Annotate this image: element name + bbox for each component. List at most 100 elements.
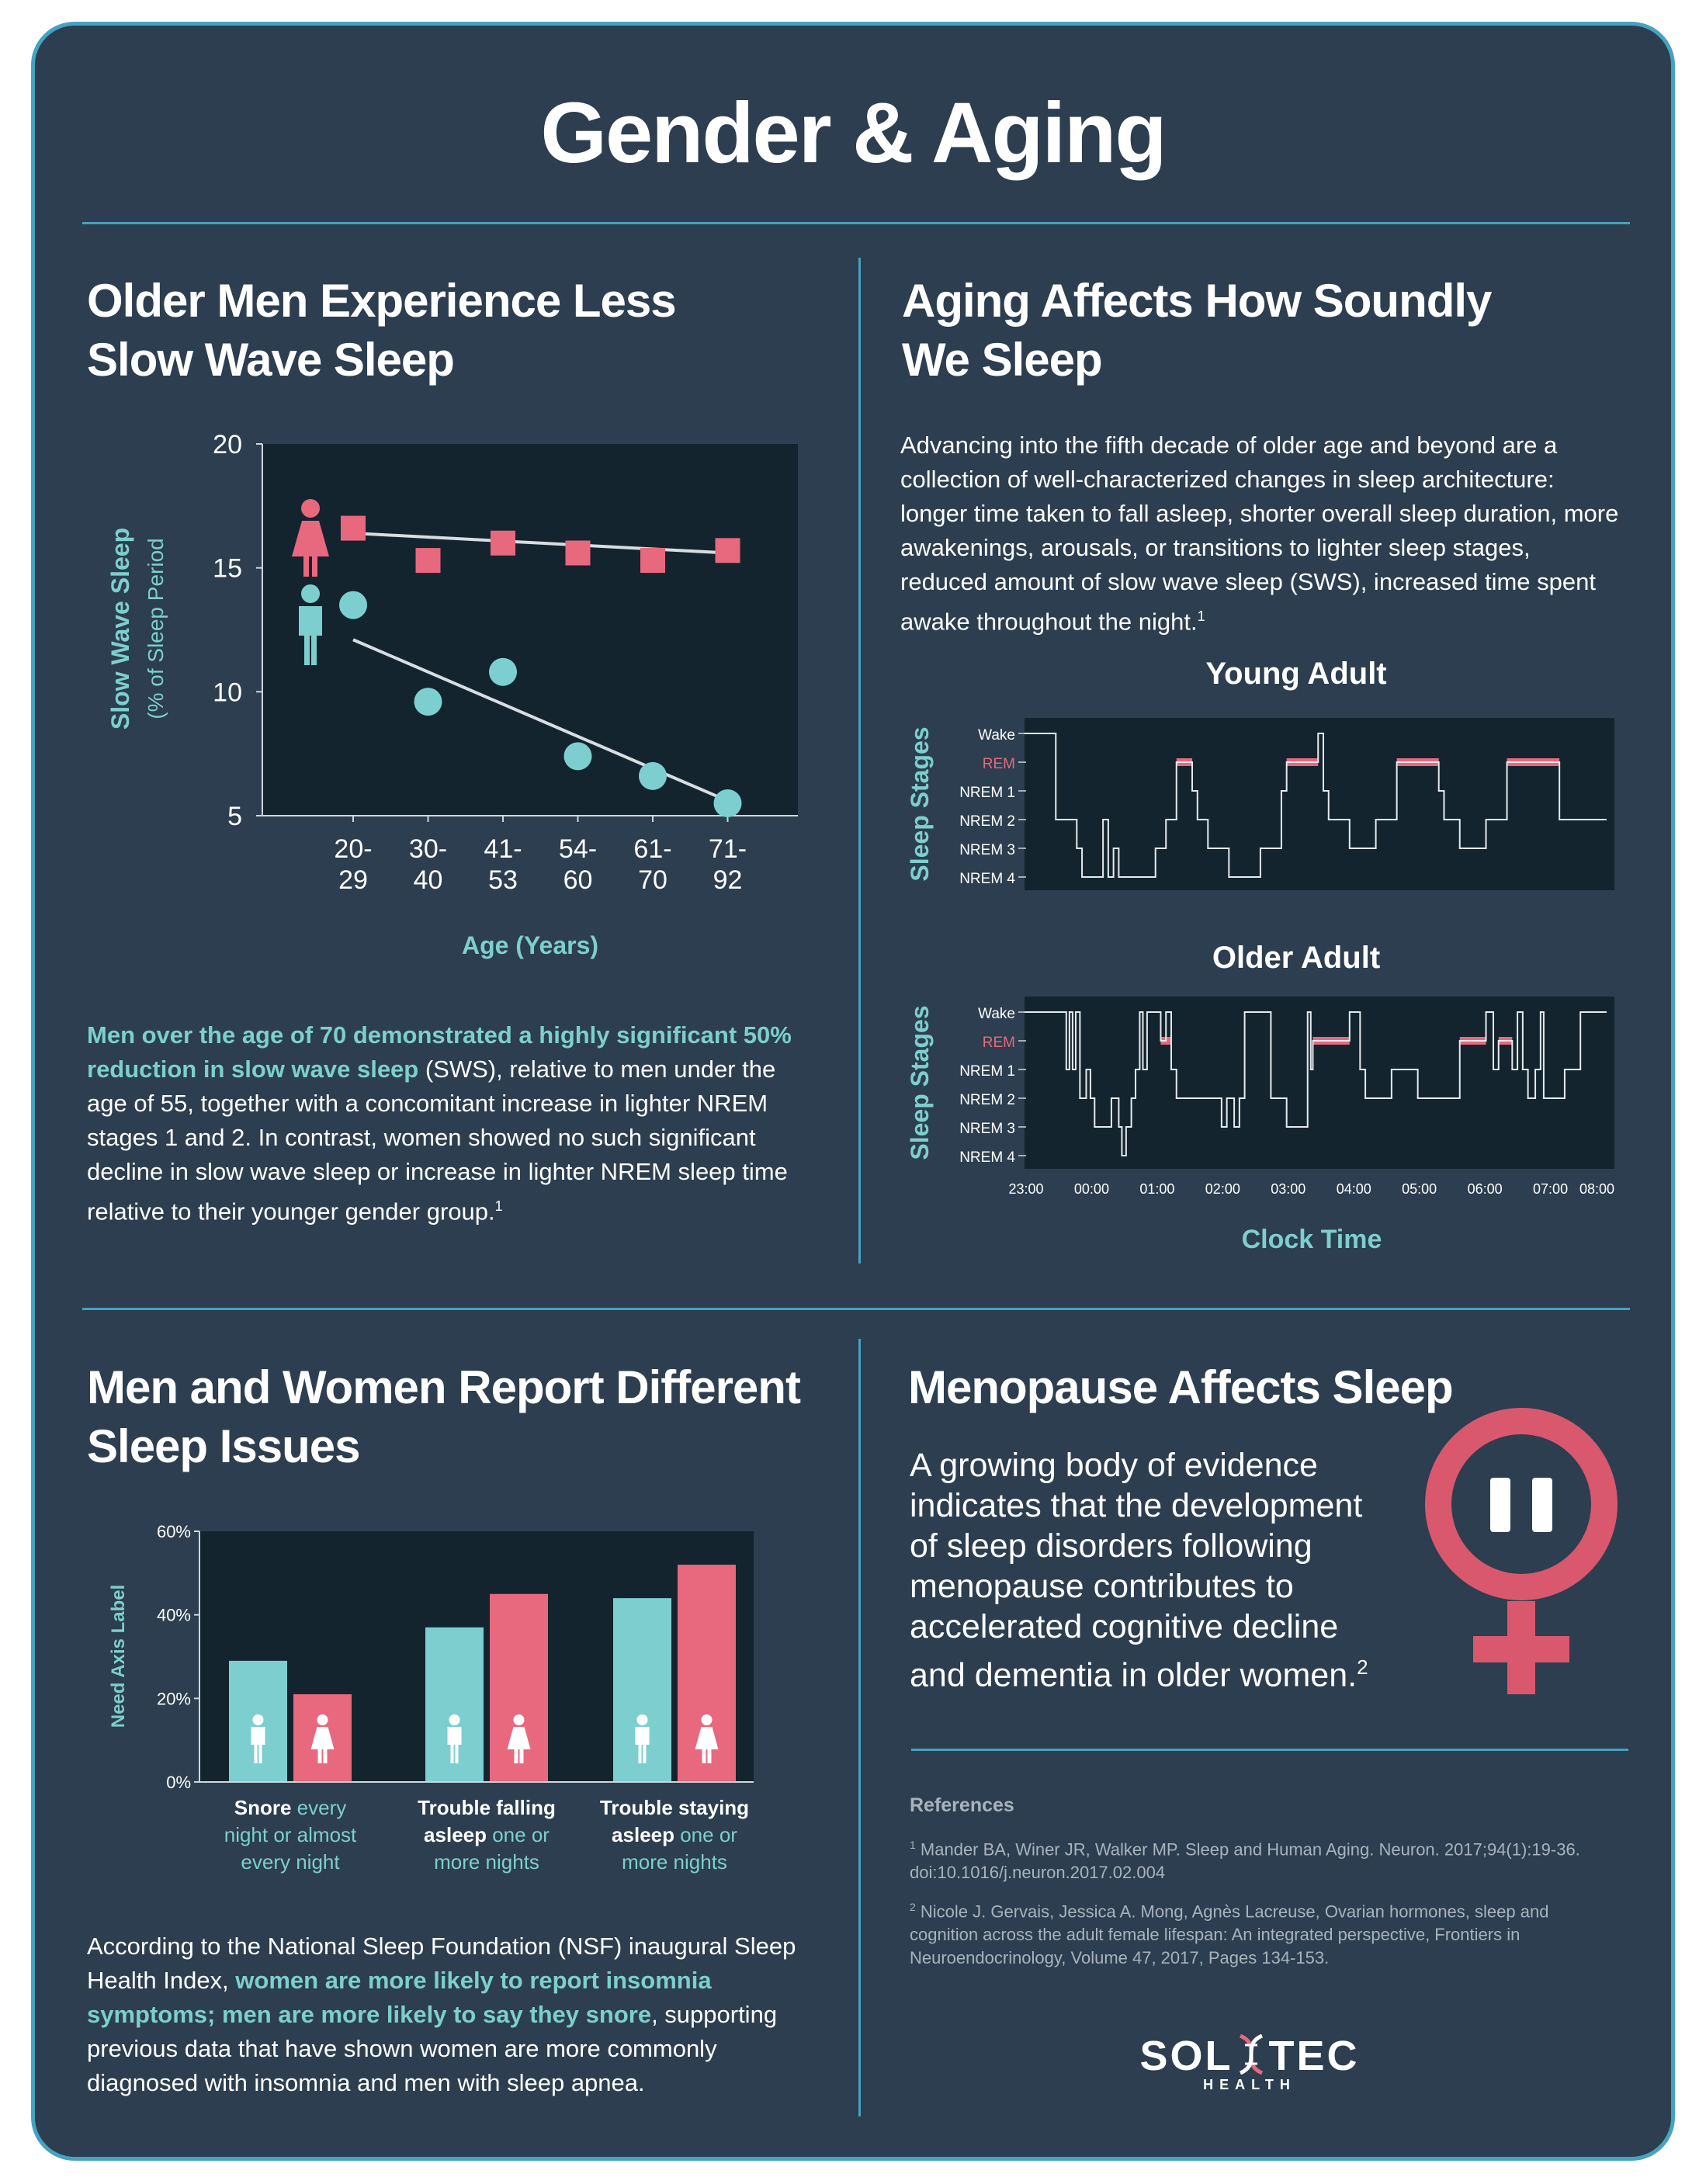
icon-head <box>513 1714 525 1725</box>
sws-heading-line1: Older Men Experience Less <box>87 275 677 327</box>
woman-icon <box>695 1714 719 1763</box>
sws-xtick-label: 61- <box>633 834 671 864</box>
clock-tick-label: 06:00 <box>1468 1181 1503 1197</box>
men-bar <box>425 1627 484 1782</box>
references-divider <box>911 1749 1628 1751</box>
cat2-label-line3: more nights <box>434 1850 539 1874</box>
icon-head <box>449 1714 460 1725</box>
issues-paragraph-intro: According to the National Sleep Foundati… <box>87 1933 796 1994</box>
menopause-paragraph-ref: 2 <box>1357 1655 1368 1679</box>
icon-head <box>636 1714 648 1725</box>
women-point <box>491 530 515 556</box>
men-point <box>713 789 742 818</box>
stage-label: NREM 1 <box>959 785 1015 801</box>
older-adult-title: Older Adult <box>1212 941 1381 975</box>
page-title: Gender & Aging <box>540 85 1167 181</box>
cat1-label: Snore every <box>234 1796 347 1819</box>
clock-tick-label: 04:00 <box>1337 1181 1371 1197</box>
women-point <box>565 540 591 566</box>
architecture-paragraph-ref: 1 <box>1197 608 1205 624</box>
women-bar <box>490 1593 548 1782</box>
icon-body <box>447 1727 462 1763</box>
woman-icon <box>292 499 329 577</box>
hypnogram-charts: Wake REM NREM 1 NREM 2 NREM 3 NREM 4 Wake REM N… <box>906 718 1614 1254</box>
man-icon <box>299 584 322 665</box>
clock-tick-label: 03:00 <box>1271 1181 1306 1197</box>
title-divider <box>82 222 1630 224</box>
menopause-heading: Menopause Affects Sleep <box>908 1361 1454 1413</box>
bar-ytick-label: 0% <box>166 1773 191 1792</box>
woman-icon <box>310 1714 335 1763</box>
stage-label: NREM 3 <box>959 842 1015 858</box>
sws-xtick-label: 53 <box>488 865 518 895</box>
references-heading: References <box>910 1794 1014 1816</box>
reference-2-line1: Nicole J. Gervais, Jessica A. Mong, Agnè… <box>915 1901 1549 1922</box>
stage-label: NREM 2 <box>959 813 1015 830</box>
sws-xtick-label: 60 <box>563 865 593 895</box>
soltec-logo: SOL TEC HEALTH <box>1133 2032 1366 2093</box>
sws-paragraph: Men over the age of 70 demonstrated a hi… <box>87 1018 810 1229</box>
issues-paragraph: According to the National Sleep Foundati… <box>87 1929 809 2100</box>
cat2-label-line2: asleep one or <box>424 1823 550 1846</box>
stage-label: NREM 4 <box>959 1149 1015 1166</box>
stage-label: NREM 3 <box>959 1121 1015 1137</box>
logo-subtitle: HEALTH <box>1203 2077 1296 2092</box>
clock-tick-label: 05:00 <box>1402 1181 1437 1197</box>
clock-tick-label: 23:00 <box>1008 1181 1043 1197</box>
sws-xtick-label: 41- <box>484 834 522 864</box>
menopause-paragraph-body: A growing body of evidence indicates tha… <box>910 1447 1363 1694</box>
issues-ylabel: Need Axis Label <box>108 1585 129 1728</box>
sws-chart: 20 15 10 5 20-29 30-40 41-53 54-60 61-70 71-92 S… <box>106 430 798 959</box>
icon-body <box>635 1727 650 1763</box>
man-icon <box>635 1714 650 1763</box>
women-point <box>415 548 441 574</box>
issues-heading-line2: Sleep Issues <box>87 1420 361 1472</box>
stage-label: NREM 4 <box>959 871 1015 887</box>
logo-text-right: TEC <box>1268 2033 1360 2079</box>
icon-body <box>251 1727 265 1763</box>
bar-ytick-label: 40% <box>157 1606 191 1625</box>
sws-xtick-label: 71- <box>709 834 747 864</box>
women-trend-line <box>352 531 728 555</box>
stage-label: REM <box>983 756 1015 772</box>
sws-xtick-label: 29 <box>338 865 368 895</box>
sws-ylabel: Slow Wave Sleep <box>106 528 134 730</box>
man-icon <box>447 1714 462 1763</box>
sws-ytick-label: 10 <box>213 678 242 707</box>
sws-xtick-label: 54- <box>559 834 597 864</box>
men-point <box>639 761 667 790</box>
hypnogram-line <box>1025 733 1607 878</box>
reference-1-number: 1 <box>910 1839 916 1851</box>
sws-paragraph-ref: 1 <box>494 1198 503 1214</box>
icon-body <box>310 1727 335 1763</box>
man-icon <box>251 1714 265 1763</box>
issues-heading-line1: Men and Women Report Different <box>87 1361 801 1413</box>
older-hypnogram-area <box>1025 997 1614 1169</box>
sws-xlabel: Age (Years) <box>462 931 598 959</box>
women-point <box>640 548 665 574</box>
sws-ylabel-sub: (% of Sleep Period <box>144 538 168 719</box>
bar-ytick-label: 20% <box>157 1689 191 1708</box>
older-stage-axis-label: Sleep Stages <box>906 1005 934 1160</box>
reference-1: 1 Mander BA, Winer JR, Walker MP. Sleep … <box>910 1833 1624 1884</box>
clock-tick-label: 08:00 <box>1579 1181 1614 1197</box>
clock-tick-label: 01:00 <box>1139 1181 1174 1197</box>
reference-2-number: 2 <box>910 1901 916 1913</box>
reference-2-line3: Neuroendocrinology, Volume 47, 2017, Pag… <box>910 1948 1330 1968</box>
sws-paragraph-body: (SWS), relative to men under the age of … <box>87 1056 788 1225</box>
stage-label: Wake <box>978 1006 1015 1022</box>
cat1-label-line3: every night <box>241 1850 340 1874</box>
reference-1-line2: doi:10.1016/j.neuron.2017.02.004 <box>910 1863 1166 1883</box>
center-divider-top <box>858 258 861 1264</box>
sws-xtick-label: 70 <box>638 865 667 895</box>
women-point <box>341 515 366 541</box>
cat1-label-line2: night or almost <box>224 1823 357 1846</box>
sws-xtick-label: 20- <box>334 834 372 864</box>
stage-label: NREM 1 <box>959 1063 1015 1080</box>
sws-ytick-label: 15 <box>213 554 242 584</box>
men-point <box>563 742 592 771</box>
sws-xtick-label: 92 <box>713 865 743 895</box>
hypnogram-line <box>1025 1011 1607 1156</box>
logo-wordmark: SOL TEC <box>1133 2032 1366 2080</box>
issues-heading: Men and Women Report Different Sleep Iss… <box>87 1358 801 1476</box>
